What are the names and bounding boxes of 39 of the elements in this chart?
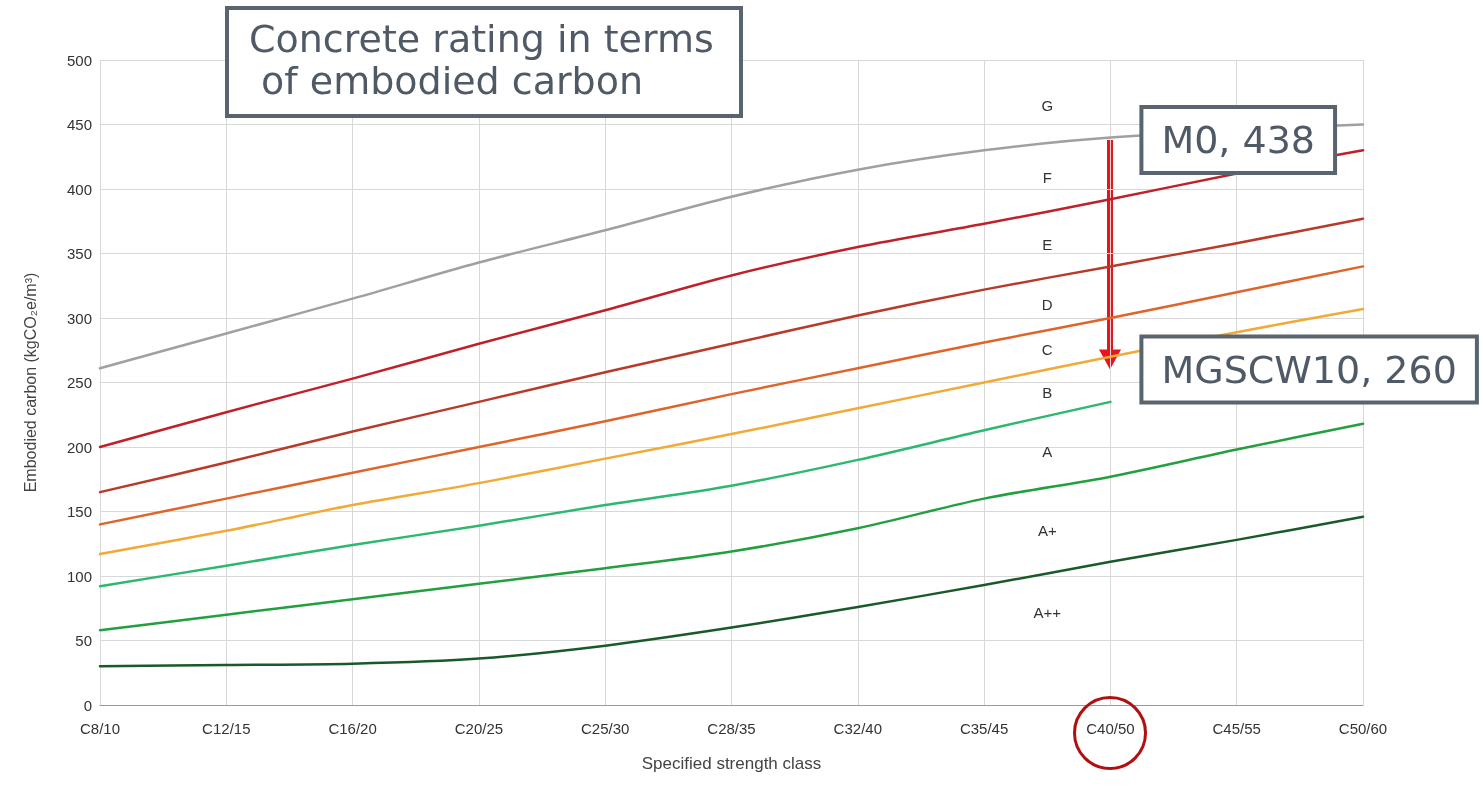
- annotation: MGSCW10, 260: [1161, 347, 1457, 392]
- annotation: F: [1042, 169, 1052, 187]
- x-tick-label: C28/35: [707, 720, 756, 737]
- y-tick-label: 250: [66, 374, 92, 391]
- annotation: M0, 438: [1161, 117, 1316, 162]
- x-tick-label: C40/50: [1086, 720, 1135, 737]
- y-tick-label: 300: [66, 309, 92, 327]
- x-tick-label: C45/55: [1212, 720, 1261, 737]
- x-tick-label: C50/60: [1338, 720, 1388, 737]
- annotation: E: [1042, 236, 1053, 254]
- y-tick-label: 0: [83, 696, 92, 714]
- x-axis-title: Specified strength class: [641, 754, 822, 773]
- annotation: A++: [1033, 603, 1062, 621]
- annotation: C: [1041, 341, 1053, 359]
- x-tick-label: C12/15: [202, 720, 251, 737]
- annotation: A: [1042, 443, 1053, 461]
- line-series: [98, 515, 1365, 668]
- y-tick-label: 500: [66, 51, 92, 69]
- y-tick-label: 450: [66, 116, 92, 133]
- y-tick-label: 350: [66, 245, 92, 262]
- x-tick-label: C20/25: [454, 720, 504, 737]
- x-tick-label: C25/30: [581, 720, 630, 737]
- annotation: A+: [1037, 522, 1057, 540]
- annotation: G: [1041, 96, 1054, 114]
- x-tick-label: C8/10: [79, 720, 121, 737]
- y-tick-label: 100: [66, 567, 92, 585]
- chart-title: Concrete rating in terms of embodied carbon: [249, 17, 714, 103]
- line-series: [98, 400, 1112, 588]
- x-tick-label: C16/20: [328, 720, 377, 737]
- x-tick-label: C32/40: [833, 720, 882, 737]
- y-tick-label: 150: [66, 503, 92, 520]
- annotation: B: [1042, 384, 1053, 402]
- x-tick-label: C35/45: [959, 720, 1009, 737]
- line-series: [98, 422, 1365, 632]
- y-tick-label: 400: [66, 180, 92, 198]
- annotation: D: [1041, 295, 1053, 313]
- y-tick-label: 50: [75, 632, 92, 649]
- y-tick-label: 200: [66, 438, 92, 456]
- y-axis-title: Embodied carbon (kgCO₂e/m³): [21, 272, 39, 493]
